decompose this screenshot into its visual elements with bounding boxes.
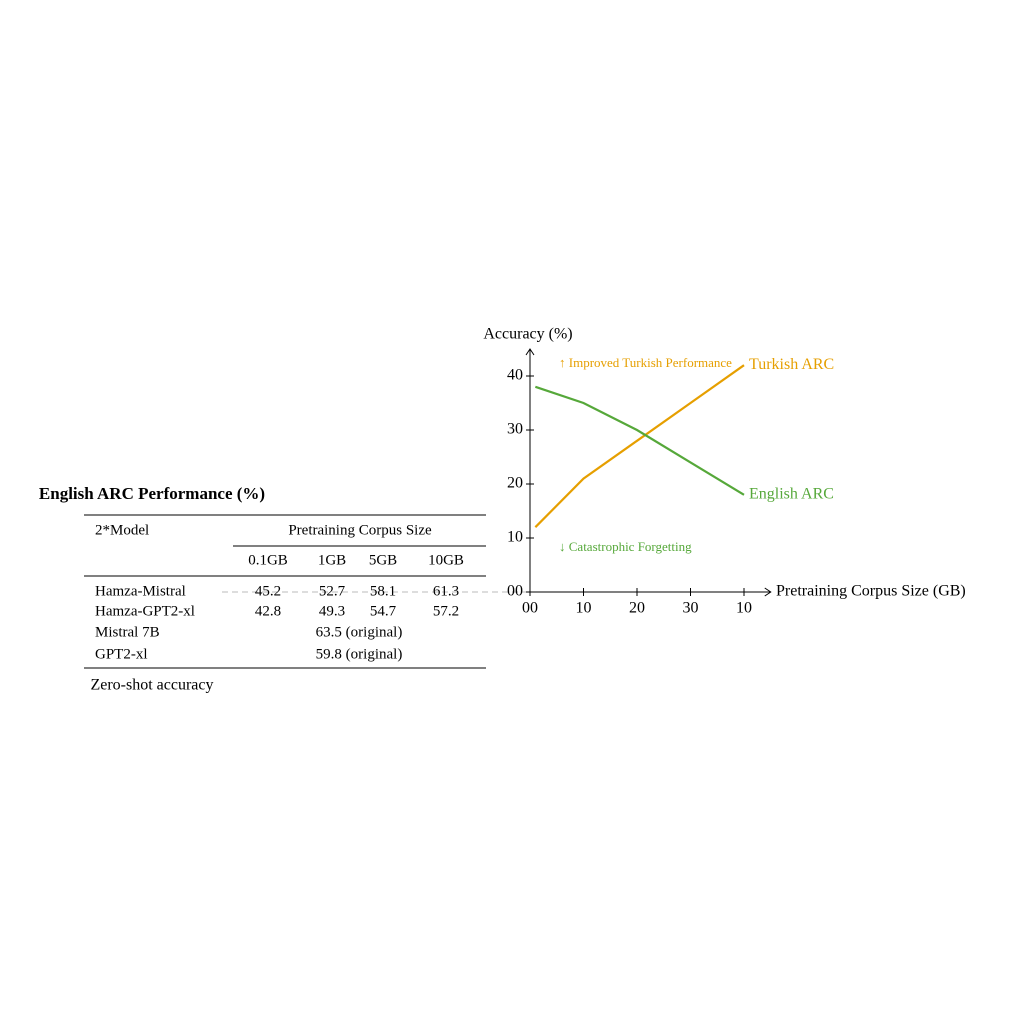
subheader-cell: 10GB: [428, 552, 464, 568]
y-tick-label: 30: [507, 421, 523, 438]
series-line: [534, 364, 745, 528]
cell: 45.2: [255, 583, 281, 599]
chart: Accuracy (%) Pretraining Corpus Size (GB…: [483, 326, 965, 617]
x-tick-label: 20: [629, 600, 645, 617]
cell: 54.7: [370, 603, 397, 619]
row-label: Hamza-GPT2-xl: [95, 603, 195, 619]
table: English ARC Performance (%) 2*Model Pret…: [39, 484, 530, 694]
x-axis-label: Pretraining Corpus Size (GB): [776, 583, 966, 600]
subheader-cell: 5GB: [369, 552, 397, 568]
y-tick-label: 20: [507, 475, 523, 492]
row-label: GPT2-xl: [95, 646, 148, 662]
table-title: English ARC Performance (%): [39, 484, 265, 503]
series-line: [534, 385, 745, 496]
cell: 42.8: [255, 603, 281, 619]
annotation: ↑ Improved Turkish Performance: [559, 355, 732, 370]
annotation: ↓ Catastrophic Forgetting: [559, 539, 692, 554]
subheader-cell: 1GB: [318, 552, 346, 568]
y-axis-label: Accuracy (%): [483, 326, 572, 343]
table-caption: Zero-shot accuracy: [90, 677, 213, 694]
row-label: Mistral 7B: [95, 624, 160, 640]
y-axis-arrow: [525, 348, 535, 356]
series-label: English ARC: [749, 485, 834, 502]
subheader-cell: 0.1GB: [248, 552, 288, 568]
header-cell: Pretraining Corpus Size: [288, 522, 432, 538]
x-axis-arrow: [764, 587, 772, 597]
table-body: Hamza-Mistral 45.2 52.7 58.1 61.3 Hamza-GPT2-…: [95, 583, 459, 662]
x-tick-label: 00: [522, 600, 538, 617]
header-cell: 2*Model: [95, 522, 149, 538]
y-tick-label: 40: [507, 367, 523, 384]
cell: 52.7: [319, 583, 346, 599]
x-tick-label: 10: [736, 600, 752, 617]
cell: 59.8 (original): [316, 646, 403, 662]
y-tick-label: 00: [507, 583, 523, 600]
cell: 58.1: [370, 583, 396, 599]
y-tick-label: 10: [507, 529, 523, 546]
cell: 57.2: [433, 603, 459, 619]
cell: 49.3: [319, 603, 345, 619]
cell: 63.5 (original): [316, 624, 403, 640]
cell: 61.3: [433, 583, 459, 599]
row-label: Hamza-Mistral: [95, 583, 186, 599]
series-label: Turkish ARC: [749, 356, 834, 373]
x-tick-label: 10: [576, 600, 592, 617]
x-tick-label: 30: [683, 600, 699, 617]
